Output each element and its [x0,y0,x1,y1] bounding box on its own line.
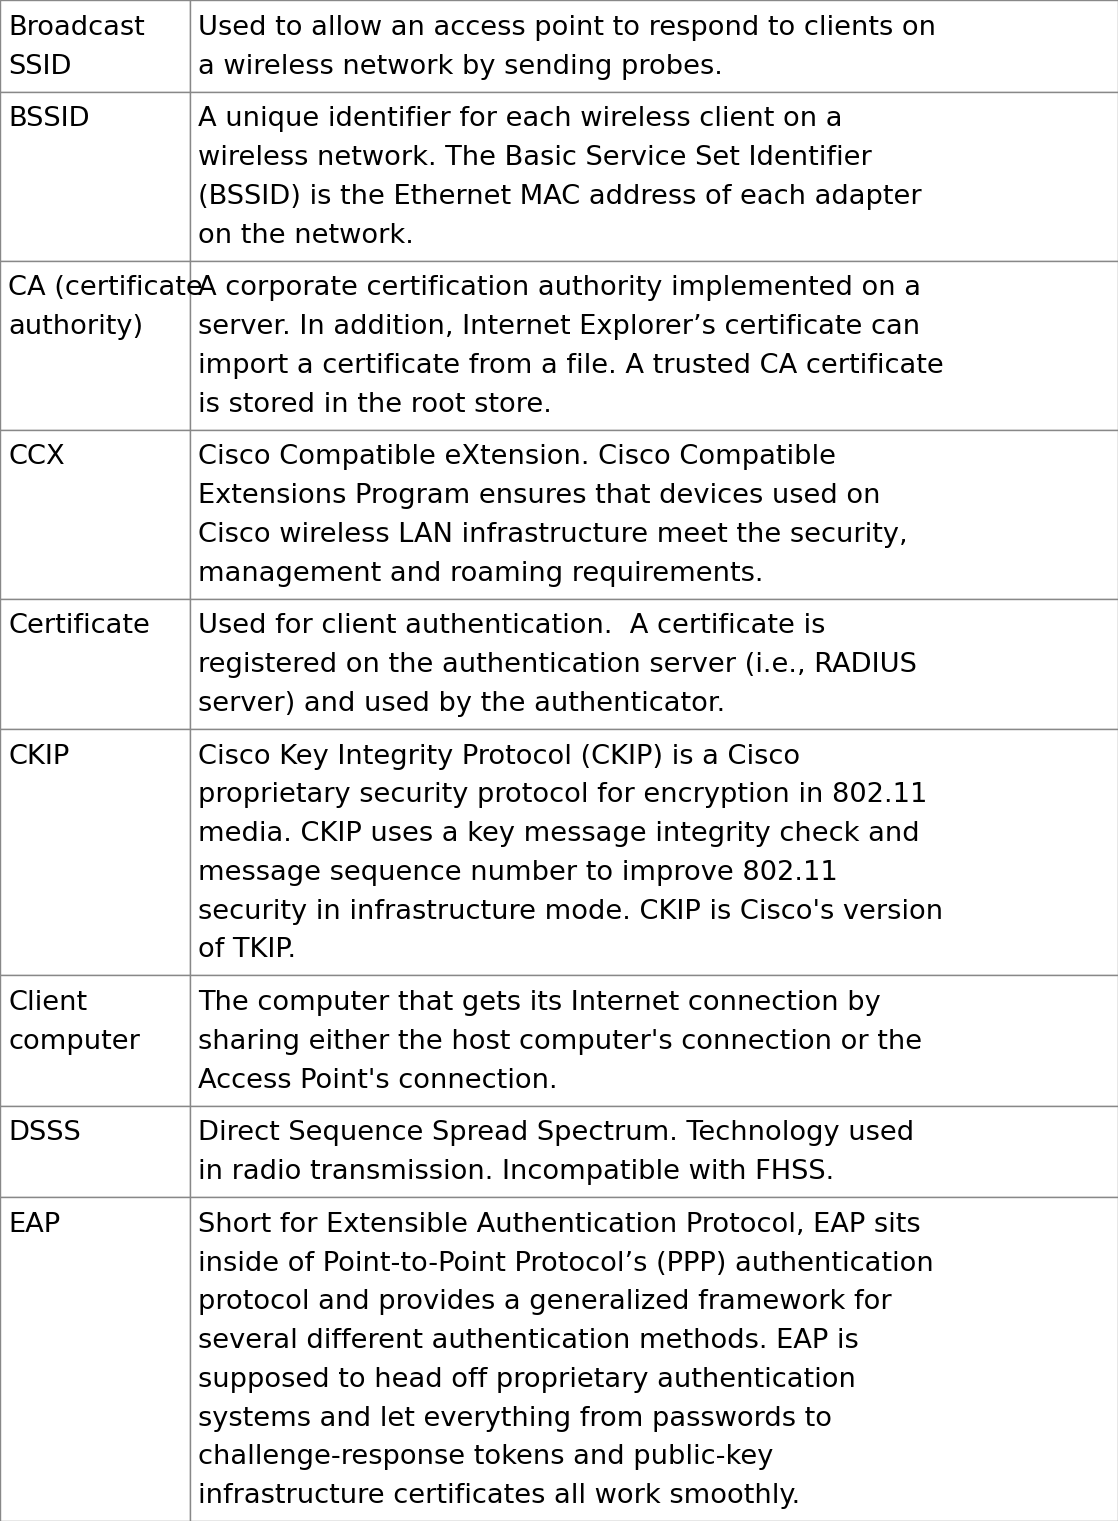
Bar [0,260,190,429]
Text: SSID: SSID [8,53,72,79]
Text: import a certificate from a file. A trusted CA certificate: import a certificate from a file. A trus… [198,353,944,379]
Bar [190,975,1118,1106]
Text: Access Point's connection.: Access Point's connection. [198,1068,558,1094]
Text: DSSS: DSSS [8,1121,80,1147]
Text: in radio transmission. Incompatible with FHSS.: in radio transmission. Incompatible with… [198,1159,834,1185]
Text: CKIP: CKIP [8,744,69,770]
Text: systems and let everything from passwords to: systems and let everything from password… [198,1405,832,1431]
Bar [0,729,190,975]
Bar [0,1197,190,1521]
Text: The computer that gets its Internet connection by: The computer that gets its Internet conn… [198,990,881,1016]
Bar [190,91,1118,260]
Text: media. CKIP uses a key message integrity check and: media. CKIP uses a key message integrity… [198,821,920,847]
Text: infrastructure certificates all work smoothly.: infrastructure certificates all work smo… [198,1483,800,1509]
Bar [190,260,1118,429]
Bar [0,975,190,1106]
Text: CA (certificate: CA (certificate [8,275,202,301]
Text: A unique identifier for each wireless client on a: A unique identifier for each wireless cl… [198,106,843,132]
Bar [190,729,1118,975]
Text: Client: Client [8,990,87,1016]
Text: Cisco Key Integrity Protocol (CKIP) is a Cisco: Cisco Key Integrity Protocol (CKIP) is a… [198,744,800,770]
Text: Certificate: Certificate [8,613,150,639]
Text: Cisco wireless LAN infrastructure meet the security,: Cisco wireless LAN infrastructure meet t… [198,522,908,548]
Bar [190,599,1118,729]
Text: sharing either the host computer's connection or the: sharing either the host computer's conne… [198,1028,922,1056]
Text: Used to allow an access point to respond to clients on: Used to allow an access point to respond… [198,15,936,41]
Text: is stored in the root store.: is stored in the root store. [198,391,552,418]
Bar [190,429,1118,599]
Text: registered on the authentication server (i.e., RADIUS: registered on the authentication server … [198,653,917,678]
Text: computer: computer [8,1028,140,1056]
Bar [0,1106,190,1197]
Text: wireless network. The Basic Service Set Identifier: wireless network. The Basic Service Set … [198,144,872,172]
Text: a wireless network by sending probes.: a wireless network by sending probes. [198,53,723,79]
Text: server. In addition, Internet Explorer’s certificate can: server. In addition, Internet Explorer’s… [198,315,920,341]
Text: challenge-response tokens and public-key: challenge-response tokens and public-key [198,1445,774,1471]
Text: protocol and provides a generalized framework for: protocol and provides a generalized fram… [198,1290,892,1316]
Text: on the network.: on the network. [198,222,414,248]
Text: inside of Point-to-Point Protocol’s (PPP) authentication: inside of Point-to-Point Protocol’s (PPP… [198,1250,934,1276]
Text: (BSSID) is the Ethernet MAC address of each adapter: (BSSID) is the Ethernet MAC address of e… [198,184,921,210]
Text: of TKIP.: of TKIP. [198,937,296,963]
Text: several different authentication methods. EAP is: several different authentication methods… [198,1328,859,1354]
Text: Broadcast: Broadcast [8,15,144,41]
Text: CCX: CCX [8,444,65,470]
Bar [0,0,190,91]
Text: A corporate certification authority implemented on a: A corporate certification authority impl… [198,275,921,301]
Bar [190,1197,1118,1521]
Text: supposed to head off proprietary authentication: supposed to head off proprietary authent… [198,1367,856,1393]
Text: BSSID: BSSID [8,106,89,132]
Text: management and roaming requirements.: management and roaming requirements. [198,561,764,587]
Text: server) and used by the authenticator.: server) and used by the authenticator. [198,691,726,716]
Text: proprietary security protocol for encryption in 802.11: proprietary security protocol for encryp… [198,782,927,809]
Text: EAP: EAP [8,1212,60,1238]
Bar [190,0,1118,91]
Text: Short for Extensible Authentication Protocol, EAP sits: Short for Extensible Authentication Prot… [198,1212,920,1238]
Text: message sequence number to improve 802.11: message sequence number to improve 802.1… [198,859,837,885]
Text: security in infrastructure mode. CKIP is Cisco's version: security in infrastructure mode. CKIP is… [198,899,944,925]
Bar [0,91,190,260]
Text: Cisco Compatible eXtension. Cisco Compatible: Cisco Compatible eXtension. Cisco Compat… [198,444,836,470]
Text: Direct Sequence Spread Spectrum. Technology used: Direct Sequence Spread Spectrum. Technol… [198,1121,915,1147]
Bar [190,1106,1118,1197]
Text: Extensions Program ensures that devices used on: Extensions Program ensures that devices … [198,484,881,510]
Text: Used for client authentication.  A certificate is: Used for client authentication. A certif… [198,613,825,639]
Bar [0,429,190,599]
Text: authority): authority) [8,315,143,341]
Bar [0,599,190,729]
